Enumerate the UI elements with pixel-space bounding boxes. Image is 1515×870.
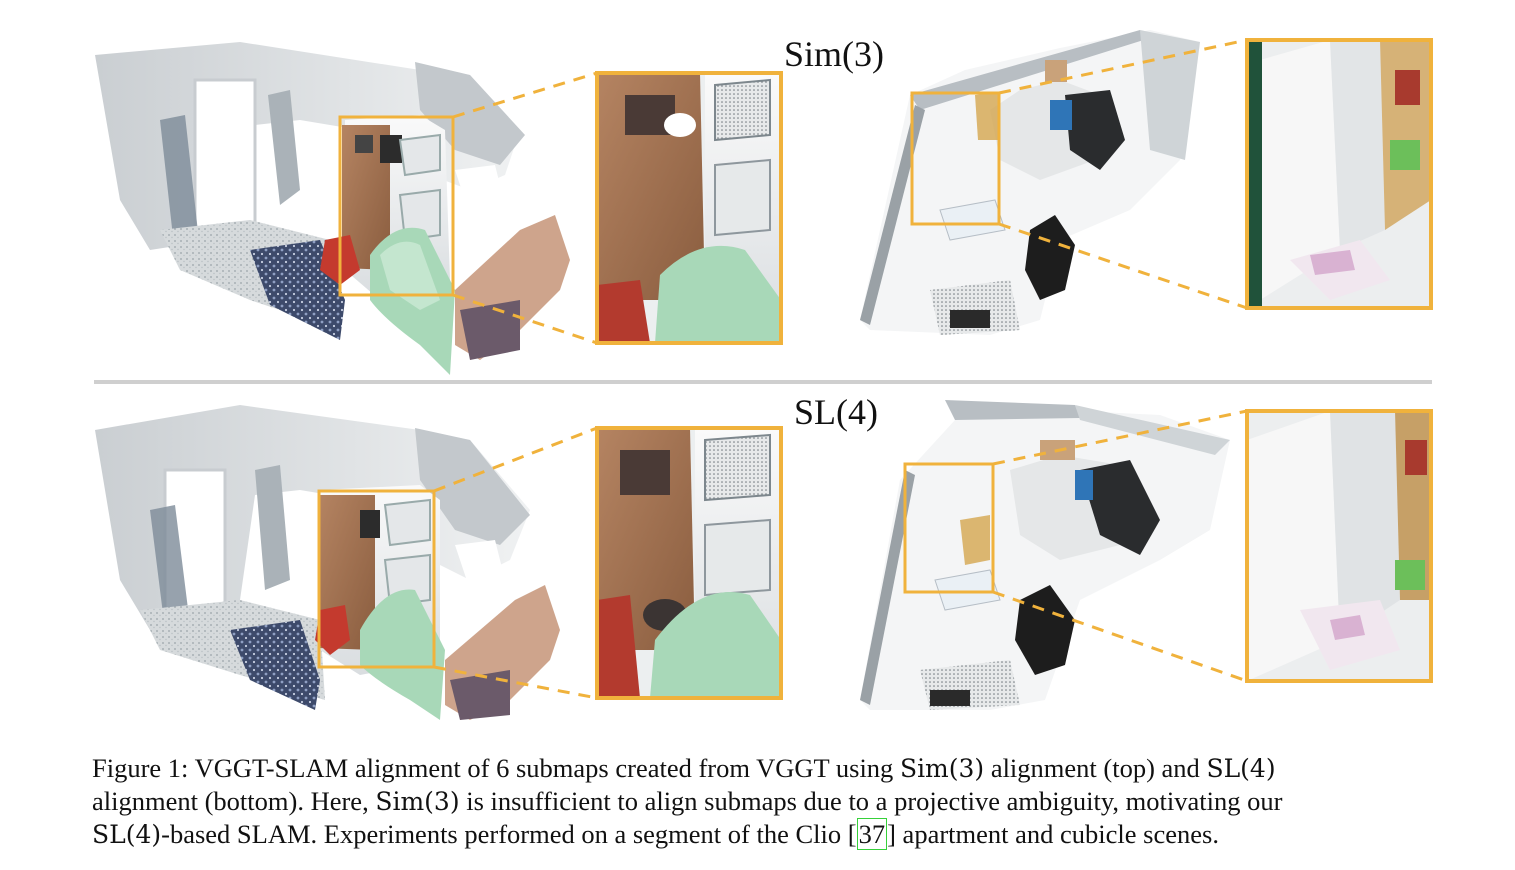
caption-math: SL(4) (1206, 754, 1276, 783)
bottom-left-zoom-line-lower (433, 665, 598, 700)
bottom-right-zoom-line-lower (992, 590, 1248, 683)
caption-math: Sim(3) (899, 754, 985, 783)
caption-line-1: Figure 1: VGGT-SLAM alignment of 6 subma… (92, 752, 1452, 785)
bottom-right-highlight-box (903, 462, 995, 594)
top-left-zoom-line-upper (452, 71, 598, 119)
top-left-highlight-box (338, 115, 455, 297)
caption-text: ] apartment and cubicle scenes. (887, 819, 1219, 849)
top-right-zoom-line-lower (998, 222, 1248, 310)
caption-math: Sim(3) (375, 787, 460, 816)
caption-text: is insufficient to align submaps due to … (459, 786, 1283, 816)
caption-text: alignment (top) and (984, 753, 1207, 783)
figure-caption: Figure 1: VGGT-SLAM alignment of 6 subma… (92, 752, 1452, 851)
figure: Sim(3) SL(4) (94, 30, 1433, 720)
caption-math: SL(4) (92, 820, 162, 849)
bottom-cubicle-pointcloud (860, 400, 1230, 710)
bottom-right-zoom-panel (1247, 411, 1431, 681)
top-cubicle-pointcloud (860, 30, 1200, 335)
bottom-apartment-pointcloud (95, 405, 560, 720)
caption-text: -based SLAM. Experiments performed on a … (161, 819, 857, 849)
top-right-zoom-line-upper (998, 38, 1248, 95)
top-right-zoom-frame (1245, 38, 1433, 310)
caption-line-2: alignment (bottom). Here, Sim(3) is insu… (92, 785, 1452, 818)
bottom-left-zoom-line-upper (433, 426, 598, 493)
bottom-left-highlight-box (317, 489, 436, 669)
top-left-zoom-line-lower (452, 293, 598, 345)
bottom-left-zoom-panel (597, 428, 781, 698)
caption-text: Figure 1: VGGT-SLAM alignment of 6 subma… (92, 753, 900, 783)
bottom-right-zoom-frame (1245, 409, 1433, 683)
top-apartment-pointcloud (95, 42, 570, 375)
top-right-zoom-panel (1247, 40, 1431, 308)
sim3-label: Sim(3) (784, 34, 885, 74)
sl4-label: SL(4) (794, 392, 878, 432)
caption-line-3: SL(4)-based SLAM. Experiments performed … (92, 818, 1452, 851)
bottom-left-zoom-frame (595, 426, 783, 700)
caption-text: alignment (bottom). Here, (92, 786, 376, 816)
top-left-zoom-frame (595, 71, 783, 345)
top-right-highlight-box (910, 91, 1001, 226)
figure-canvas (94, 30, 1433, 720)
citation-link[interactable]: 37 (856, 818, 888, 850)
bottom-right-zoom-line-upper (992, 409, 1248, 466)
top-left-zoom-panel (597, 73, 781, 343)
